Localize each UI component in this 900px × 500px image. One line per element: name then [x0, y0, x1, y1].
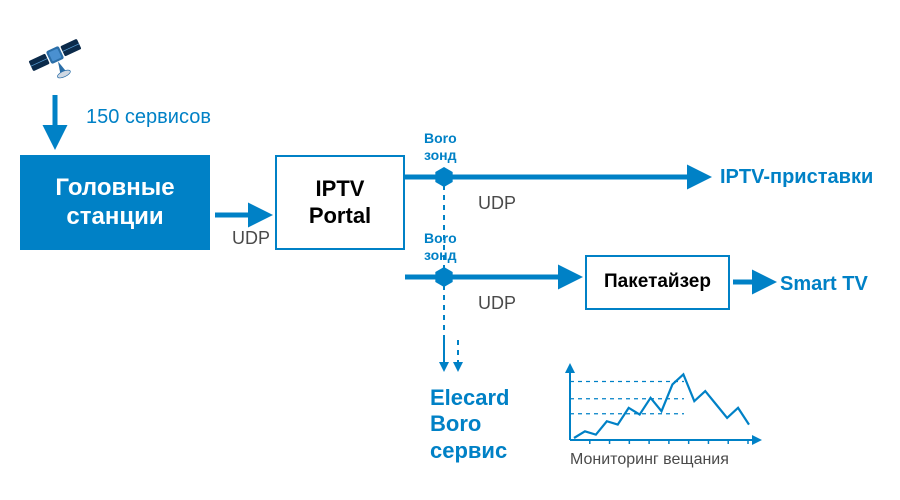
- iptv-portal-box: IPTVPortal: [275, 155, 405, 250]
- elecard-boro-service-label: ElecardBoroсервис: [430, 385, 510, 464]
- udp-label-3: UDP: [478, 293, 516, 315]
- monitoring-label: Мониторинг вещания: [570, 450, 729, 469]
- services-label: 150 сервисов: [86, 105, 211, 129]
- satellite-icon: [20, 20, 90, 90]
- udp-label-2: UDP: [478, 193, 516, 215]
- smart-tv-label: Smart TV: [780, 272, 868, 296]
- packager-box: Пакетайзер: [585, 255, 730, 310]
- iptv-portal-label: IPTVPortal: [309, 176, 371, 229]
- headend-box: Головныестанции: [20, 155, 210, 250]
- boro-probe-label-1: Boroзонд: [424, 130, 457, 164]
- iptv-stb-label: IPTV-приставки: [720, 165, 873, 189]
- udp-label-1: UDP: [232, 228, 270, 250]
- packager-label: Пакетайзер: [604, 271, 711, 294]
- boro-probe-label-2: Boroзонд: [424, 230, 457, 264]
- headend-label: Головныестанции: [55, 174, 174, 232]
